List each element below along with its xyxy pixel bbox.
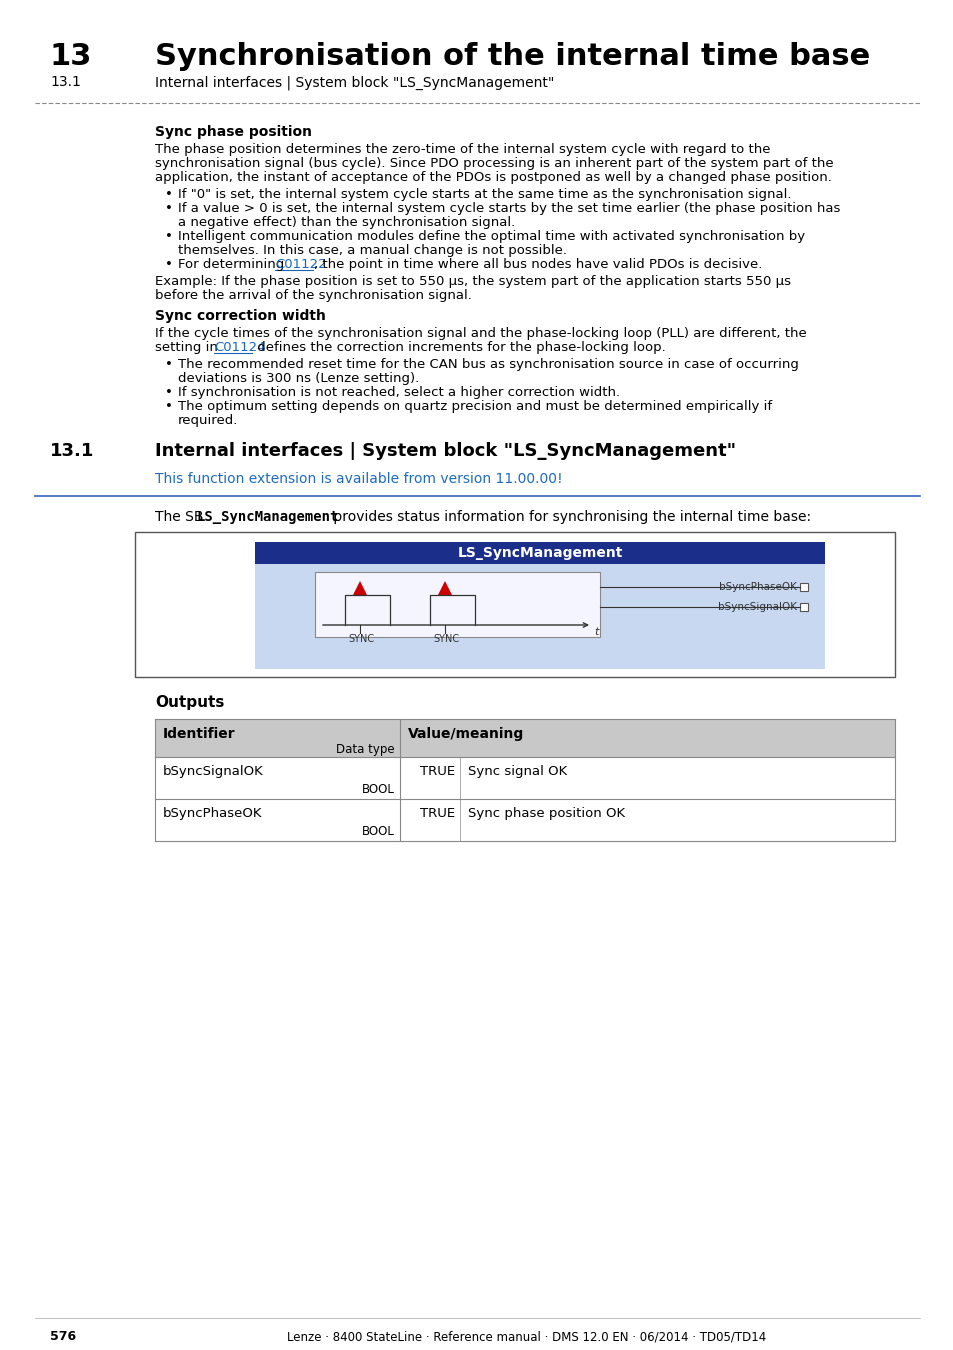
Text: Lenze · 8400 StateLine · Reference manual · DMS 12.0 EN · 06/2014 · TD05/TD14: Lenze · 8400 StateLine · Reference manua… [287, 1330, 766, 1343]
Bar [154, 720, 894, 757]
Text: The optimum setting depends on quartz precision and must be determined empirical: The optimum setting depends on quartz pr… [178, 400, 771, 413]
Text: If synchronisation is not reached, select a higher correction width.: If synchronisation is not reached, selec… [178, 386, 619, 400]
Text: synchronisation signal (bus cycle). Since PDO processing is an inherent part of : synchronisation signal (bus cycle). Sinc… [154, 157, 833, 170]
Text: bSyncPhaseOK: bSyncPhaseOK [163, 807, 262, 819]
Bar [800, 583, 807, 591]
Text: The phase position determines the zero-time of the internal system cycle with re: The phase position determines the zero-t… [154, 143, 770, 157]
Text: Sync phase position OK: Sync phase position OK [468, 807, 624, 819]
Text: •: • [165, 258, 172, 271]
Text: TRUE: TRUE [419, 765, 455, 778]
Text: Outputs: Outputs [154, 695, 224, 710]
Text: BOOL: BOOL [362, 783, 395, 796]
Text: Data type: Data type [336, 743, 395, 756]
Text: bSyncSignalOK: bSyncSignalOK [718, 602, 796, 612]
Text: defines the correction increments for the phase-locking loop.: defines the correction increments for th… [253, 342, 665, 354]
Text: •: • [165, 202, 172, 215]
Text: SYNC: SYNC [348, 634, 374, 644]
Text: C01124: C01124 [213, 342, 265, 354]
Text: Sync correction width: Sync correction width [154, 309, 326, 323]
Text: If a value > 0 is set, the internal system cycle starts by the set time earlier : If a value > 0 is set, the internal syst… [178, 202, 840, 215]
Text: Value/meaning: Value/meaning [408, 728, 524, 741]
Text: a negative effect) than the synchronisation signal.: a negative effect) than the synchronisat… [178, 216, 515, 230]
Text: 576: 576 [50, 1330, 76, 1343]
Text: TRUE: TRUE [419, 807, 455, 819]
Text: This function extension is available from version 11.00.00!: This function extension is available fro… [154, 472, 562, 486]
Text: For determining: For determining [178, 258, 288, 271]
Text: provides status information for synchronising the internal time base:: provides status information for synchron… [329, 510, 810, 524]
Text: setting in: setting in [154, 342, 222, 354]
Text: bSyncSignalOK: bSyncSignalOK [163, 765, 263, 778]
Text: Synchronisation of the internal time base: Synchronisation of the internal time bas… [154, 42, 869, 72]
Text: SYNC: SYNC [433, 634, 458, 644]
Text: LS_SyncManagement: LS_SyncManagement [196, 510, 339, 524]
Bar [254, 541, 824, 564]
Text: The recommended reset time for the CAN bus as synchronisation source in case of : The recommended reset time for the CAN b… [178, 358, 798, 371]
Text: If "0" is set, the internal system cycle starts at the same time as the synchron: If "0" is set, the internal system cycle… [178, 188, 791, 201]
Text: LS_SyncManagement: LS_SyncManagement [456, 545, 622, 560]
Text: •: • [165, 358, 172, 371]
Text: required.: required. [178, 414, 238, 427]
Text: themselves. In this case, a manual change is not possible.: themselves. In this case, a manual chang… [178, 244, 566, 256]
Text: Sync signal OK: Sync signal OK [468, 765, 567, 778]
Text: C01122: C01122 [274, 258, 326, 271]
Text: 13: 13 [50, 42, 92, 72]
Text: Intelligent communication modules define the optimal time with activated synchro: Intelligent communication modules define… [178, 230, 804, 243]
Text: •: • [165, 188, 172, 201]
Text: Example: If the phase position is set to 550 μs, the system part of the applicat: Example: If the phase position is set to… [154, 275, 790, 288]
Text: 13.1: 13.1 [50, 76, 81, 89]
Text: BOOL: BOOL [362, 825, 395, 838]
Text: Internal interfaces | System block "LS_SyncManagement": Internal interfaces | System block "LS_S… [154, 76, 554, 89]
Text: t: t [594, 626, 598, 637]
Bar [135, 532, 894, 676]
Bar [800, 603, 807, 612]
Text: The SB: The SB [154, 510, 208, 524]
Polygon shape [353, 580, 367, 595]
Bar [314, 572, 599, 637]
Text: Internal interfaces | System block "LS_SyncManagement": Internal interfaces | System block "LS_S… [154, 441, 736, 460]
Text: before the arrival of the synchronisation signal.: before the arrival of the synchronisatio… [154, 289, 472, 302]
Text: •: • [165, 386, 172, 400]
Text: deviations is 300 ns (Lenze setting).: deviations is 300 ns (Lenze setting). [178, 373, 418, 385]
Text: •: • [165, 230, 172, 243]
Bar [254, 541, 824, 670]
Text: •: • [165, 400, 172, 413]
Text: bSyncPhaseOK: bSyncPhaseOK [719, 582, 796, 593]
Text: Sync phase position: Sync phase position [154, 126, 312, 139]
Text: Identifier: Identifier [163, 728, 235, 741]
Polygon shape [437, 580, 452, 595]
Text: 13.1: 13.1 [50, 441, 94, 460]
Text: , the point in time where all bus nodes have valid PDOs is decisive.: , the point in time where all bus nodes … [314, 258, 761, 271]
Text: application, the instant of acceptance of the PDOs is postponed as well by a cha: application, the instant of acceptance o… [154, 171, 831, 184]
Text: If the cycle times of the synchronisation signal and the phase-locking loop (PLL: If the cycle times of the synchronisatio… [154, 327, 806, 340]
